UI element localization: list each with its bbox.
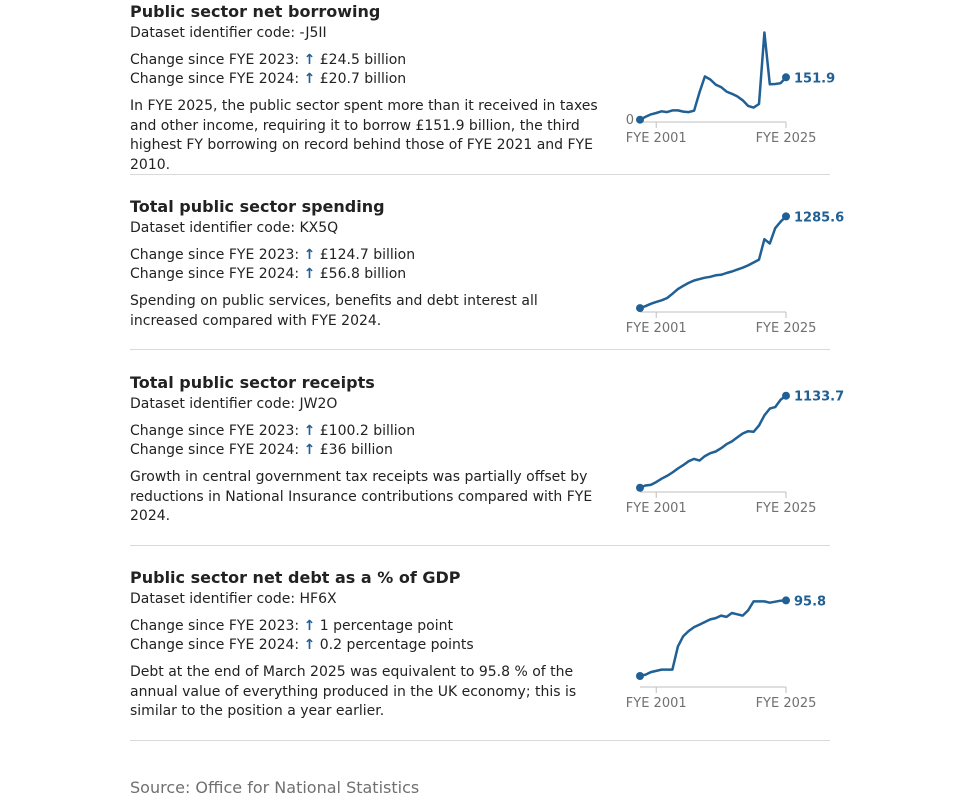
x-tick-label: FYE 2025: [756, 501, 817, 516]
y-tick-label: 0: [626, 113, 634, 128]
arrow-up-icon: ↑: [303, 637, 316, 653]
start-point: [636, 483, 644, 492]
series-line: [638, 599, 788, 678]
change-value: 1 percentage point: [319, 618, 453, 634]
panel-total-receipts: Total public sector receipts Dataset ide…: [130, 373, 830, 545]
panel-title: Public sector net borrowing: [130, 2, 381, 21]
x-tick-label: FYE 2025: [756, 131, 817, 146]
x-tick-label: FYE 2001: [626, 696, 687, 711]
series-line: [638, 31, 788, 121]
start-point: [636, 672, 644, 680]
source-note: Source: Office for National Statistics: [130, 778, 420, 797]
arrow-up-icon: ↑: [303, 423, 316, 439]
panel-title: Total public sector receipts: [130, 373, 375, 392]
dataset-code: Dataset identifier code: KX5Q: [130, 220, 339, 236]
change-label: Change since FYE 2024:: [130, 442, 300, 458]
start-point: [636, 115, 644, 124]
arrow-up-icon: ↑: [303, 442, 316, 458]
change-value: £124.7 billion: [319, 247, 416, 263]
arrow-up-icon: ↑: [303, 247, 316, 263]
end-value-label: 151.9: [794, 71, 835, 86]
panel-net-borrowing: Public sector net borrowing Dataset iden…: [130, 2, 830, 174]
divider: [130, 174, 830, 175]
arrow-up-icon: ↑: [303, 618, 316, 634]
x-tick-label: FYE 2001: [626, 131, 687, 146]
panel-description: Spending on public services, benefits an…: [130, 293, 538, 329]
panel-description: Growth in central government tax receipt…: [130, 469, 593, 524]
x-tick-label: FYE 2001: [626, 501, 687, 516]
panel-title: Total public sector spending: [130, 197, 385, 216]
dataset-code: Dataset identifier code: JW2O: [130, 396, 338, 412]
divider: [130, 740, 830, 741]
change-label: Change since FYE 2024:: [130, 71, 300, 87]
end-point: [782, 391, 790, 400]
change-label: Change since FYE 2024:: [130, 266, 300, 282]
changes-block: Change since FYE 2023: ↑ 1 percentage po…: [130, 617, 830, 655]
change-label: Change since FYE 2023:: [130, 52, 300, 68]
change-value: £36 billion: [319, 442, 393, 458]
x-tick-label: FYE 2001: [626, 321, 687, 336]
panel-description: In FYE 2025, the public sector spent mor…: [130, 98, 598, 173]
end-point: [782, 212, 790, 221]
change-label: Change since FYE 2024:: [130, 637, 300, 653]
end-value-label: 95.8: [794, 594, 826, 609]
change-row-2024: Change since FYE 2024: ↑ £20.7 billion: [130, 70, 830, 89]
change-value: 0.2 percentage points: [319, 637, 474, 653]
x-tick-label: FYE 2025: [756, 696, 817, 711]
change-label: Change since FYE 2023:: [130, 423, 300, 439]
series-line: [638, 394, 788, 489]
sparkline-chart-3: FYE 2001 FYE 2025 95.8: [626, 594, 826, 711]
change-value: £24.5 billion: [319, 52, 407, 68]
panel-title: Public sector net debt as a % of GDP: [130, 568, 461, 587]
changes-block: Change since FYE 2023: ↑ £124.7 billion …: [130, 246, 830, 284]
end-value-label: 1133.7: [794, 390, 844, 405]
divider: [130, 545, 830, 546]
change-value: £100.2 billion: [319, 423, 416, 439]
change-row-2023: Change since FYE 2023: ↑ £24.5 billion: [130, 51, 830, 70]
changes-block: Change since FYE 2023: ↑ £24.5 billion C…: [130, 51, 830, 89]
change-row-2024: Change since FYE 2024: ↑ £56.8 billion: [130, 265, 830, 284]
panel-total-spending: Total public sector spending Dataset ide…: [130, 197, 830, 349]
arrow-up-icon: ↑: [303, 71, 316, 87]
change-label: Change since FYE 2023:: [130, 247, 300, 263]
change-row-2023: Change since FYE 2023: ↑ £124.7 billion: [130, 246, 830, 265]
arrow-up-icon: ↑: [303, 52, 316, 68]
change-row-2023: Change since FYE 2023: ↑ £100.2 billion: [130, 422, 830, 441]
sparkline-chart-0: 0 FYE 2001 FYE 2025 151.9: [626, 31, 835, 146]
panel-net-debt: Public sector net debt as a % of GDP Dat…: [130, 568, 830, 740]
change-row-2024: Change since FYE 2024: ↑ 0.2 percentage …: [130, 636, 830, 655]
divider: [130, 349, 830, 350]
panel-description: Debt at the end of March 2025 was equiva…: [130, 664, 577, 719]
change-value: £20.7 billion: [319, 71, 407, 87]
change-row-2024: Change since FYE 2024: ↑ £36 billion: [130, 441, 830, 460]
sparkline-chart-2: FYE 2001 FYE 2025 1133.7: [626, 390, 844, 516]
changes-block: Change since FYE 2023: ↑ £100.2 billion …: [130, 422, 830, 460]
end-point: [782, 73, 790, 82]
x-tick-label: FYE 2025: [756, 321, 817, 336]
series-line: [638, 215, 788, 310]
start-point: [636, 304, 644, 313]
dataset-code: Dataset identifier code: -J5II: [130, 25, 327, 41]
change-row-2023: Change since FYE 2023: ↑ 1 percentage po…: [130, 617, 830, 636]
arrow-up-icon: ↑: [303, 266, 316, 282]
sparkline-chart-1: FYE 2001 FYE 2025 1285.6: [626, 210, 844, 336]
change-label: Change since FYE 2023:: [130, 618, 300, 634]
change-value: £56.8 billion: [319, 266, 407, 282]
end-value-label: 1285.6: [794, 210, 844, 225]
dataset-code: Dataset identifier code: HF6X: [130, 591, 337, 607]
end-point: [782, 596, 790, 605]
